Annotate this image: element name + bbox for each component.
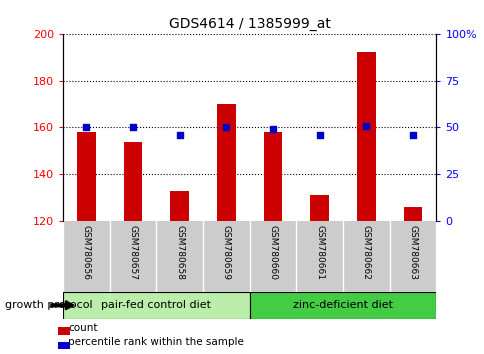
Point (82, 125, 90, 130)
Title: GDS4614 / 1385999_at: GDS4614 / 1385999_at (168, 17, 330, 31)
Bar (356, 52, 375, 221)
Point (269, 126, 276, 132)
Bar (63, 292, 249, 319)
Bar (310, 195, 329, 221)
Text: GSM780663: GSM780663 (408, 225, 417, 280)
Point (129, 125, 136, 130)
Text: growth protocol: growth protocol (5, 300, 92, 310)
Point (408, 132, 416, 138)
Bar (77, 132, 95, 221)
Bar (217, 104, 235, 221)
Text: percentile rank within the sample: percentile rank within the sample (68, 337, 243, 347)
Text: GSM780658: GSM780658 (175, 225, 184, 280)
Bar (123, 142, 142, 221)
Text: GSM780662: GSM780662 (361, 225, 370, 280)
Text: GSM780661: GSM780661 (315, 225, 324, 280)
Point (176, 132, 183, 138)
Point (362, 123, 370, 129)
Text: GSM780659: GSM780659 (222, 225, 230, 280)
Text: zinc-deficient diet: zinc-deficient diet (292, 300, 393, 310)
Bar (249, 292, 436, 319)
Bar (263, 132, 282, 221)
Text: GSM780660: GSM780660 (268, 225, 277, 280)
Bar (170, 191, 189, 221)
Text: pair-fed control diet: pair-fed control diet (101, 300, 211, 310)
Text: GSM780657: GSM780657 (128, 225, 137, 280)
Point (315, 132, 323, 138)
Text: GSM780656: GSM780656 (82, 225, 91, 280)
Point (222, 125, 230, 130)
Bar (403, 207, 422, 221)
Text: count: count (68, 323, 97, 333)
